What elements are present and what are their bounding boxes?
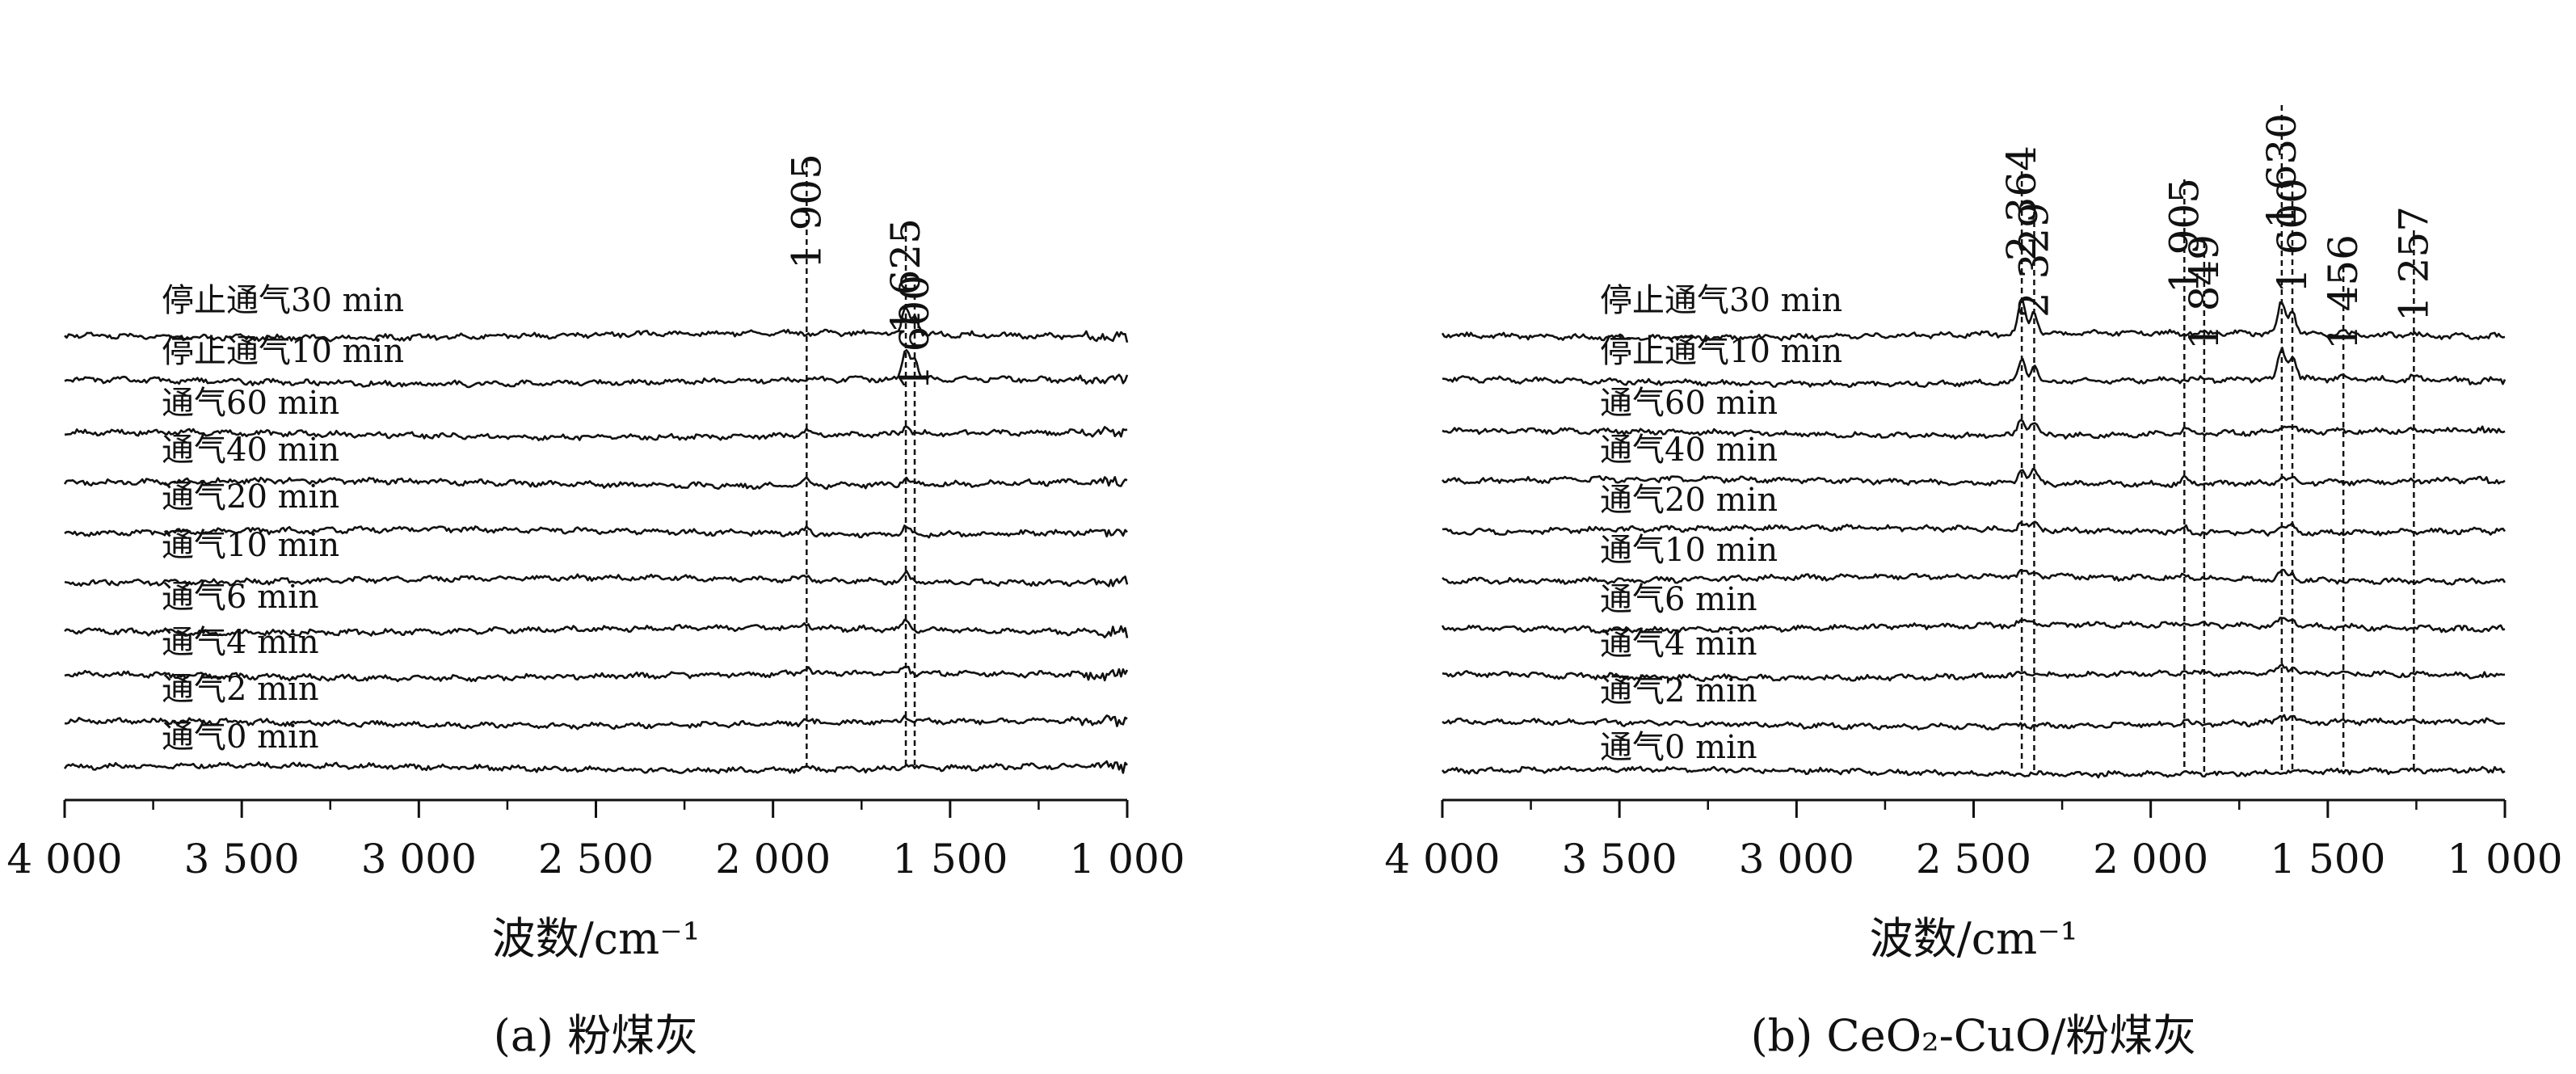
series-label: 通气20 min [162,478,339,516]
x-tick-label: 3 000 [361,836,477,882]
x-tick-label: 3 500 [1562,836,1677,882]
series-label: 停止通气10 min [1600,333,1842,370]
peak-label: 1 849 [2181,234,2228,350]
series-label: 通气10 min [162,527,339,564]
series-label: 通气60 min [162,385,339,422]
panel-b: 4 000 3 500 3 000 2 500 2 000 1 500 1 000 波数/cm… [1384,105,2563,1061]
series-label: 通气6 min [1600,581,1757,618]
peak-label: 1 456 [2320,234,2367,350]
spectrum-line [1441,765,2506,779]
spectrum-line [64,618,1129,639]
peak-label: 1 600 [2269,178,2316,293]
peak-label: 1 905 [783,154,830,269]
peak-label: 2 329 [2010,202,2057,318]
spectrum-line [1442,714,2506,731]
spectrum-line [64,714,1128,731]
x-axis-label: 波数/cm⁻¹ [1870,913,2078,964]
x-tick-label: 4 000 [6,836,122,882]
spectrum-line [1442,346,2507,389]
x-tick-label: 4 000 [1384,836,1500,882]
peak-label: 1 257 [2390,206,2437,322]
spectrum-line [63,760,1128,774]
spectrum-line [64,570,1129,588]
spectrum-line [1442,467,2506,488]
series-label: 通气40 min [1600,432,1778,469]
spectrum-line [64,307,1129,343]
peak-label: 1 905 [2161,178,2208,293]
spectrum-line [1441,298,2506,343]
panel-caption: (a) 粉煤灰 [494,1010,699,1061]
series-label: 停止通气30 min [162,282,404,319]
spectrum-line [1442,520,2507,537]
x-tick-label: 2 000 [2093,836,2208,882]
series-label: 通气20 min [1600,482,1778,519]
series-label: 通气2 min [1600,672,1757,710]
series-label: 通气60 min [1600,385,1778,422]
spectrum-line [1441,617,2506,634]
spectrum-line [64,425,1128,442]
x-tick-label: 1 000 [2447,836,2562,882]
x-tick-label: 3 000 [1739,836,1854,882]
peak-label: 1 625 [882,218,929,334]
series-label: 通气2 min [162,671,319,708]
series-label: 停止通气10 min [162,333,404,370]
x-axis-label: 波数/cm⁻¹ [492,913,701,964]
series-label: 通气10 min [1600,532,1778,569]
x-tick-label: 1 500 [892,836,1008,882]
spectrum-line [64,348,1129,389]
spectrum-line [1442,419,2506,440]
spectrum-line [64,524,1128,539]
panel-caption: (b) CeO₂-CuO/粉煤灰 [1751,1010,2197,1061]
spectrum-line [64,665,1129,683]
series-label: 通气4 min [162,624,319,661]
peak-label: 1 630 [2258,113,2305,229]
peak-label: 2 364 [1998,145,2045,261]
x-tick-label: 1 500 [2270,836,2385,882]
x-tick-label: 2 500 [1916,836,2031,882]
spectrum-line [1442,568,2507,586]
series-label: 通气40 min [162,432,339,469]
panel-a: 4 000 3 500 3 000 2 500 2 000 1 500 1 000 波数/cm… [6,154,1185,1061]
series-label: 通气0 min [162,718,319,756]
spectrum-line [63,475,1128,491]
series-label: 通气4 min [1600,625,1757,663]
x-tick-label: 2 500 [538,836,654,882]
series-label: 通气0 min [1600,729,1757,766]
series-label: 通气6 min [162,579,319,616]
x-tick-label: 1 000 [1069,836,1185,882]
series-label: 停止通气30 min [1600,282,1842,319]
spectrum-line [1442,663,2506,683]
x-tick-label: 2 000 [715,836,831,882]
x-tick-label: 3 500 [184,836,300,882]
